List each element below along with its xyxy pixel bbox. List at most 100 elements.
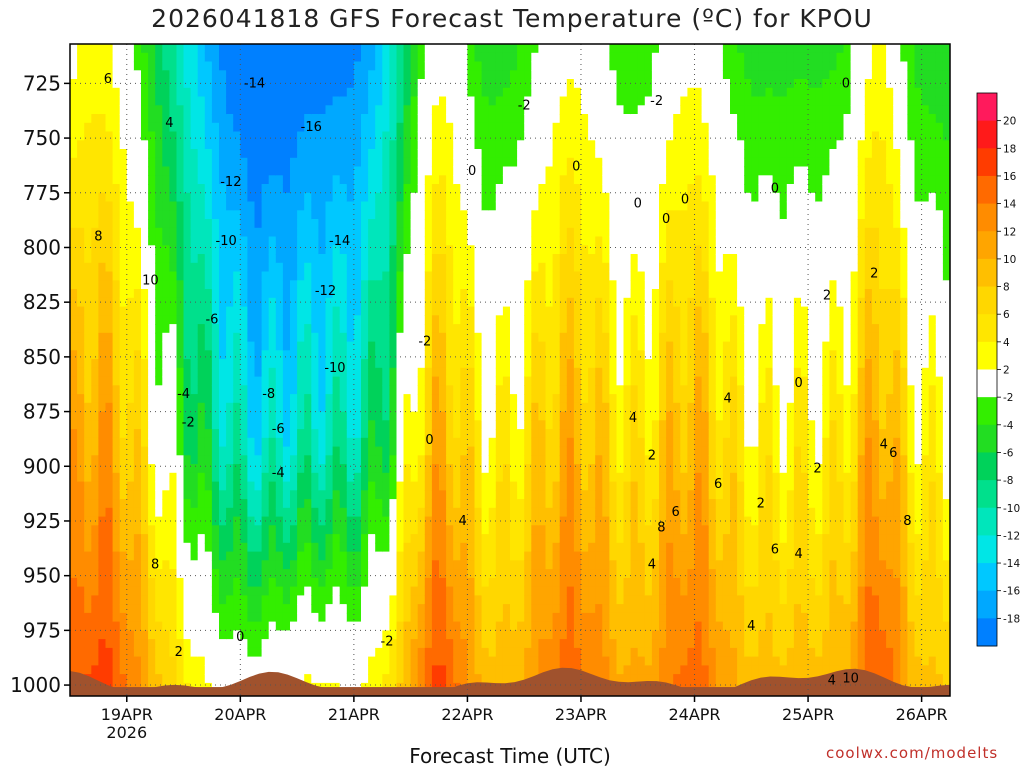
temperature-cell bbox=[361, 61, 369, 71]
temperature-cell bbox=[204, 280, 213, 290]
temperature-cell bbox=[339, 105, 348, 115]
temperature-cell bbox=[318, 166, 327, 176]
temperature-cell bbox=[332, 411, 341, 421]
temperature-cell bbox=[389, 604, 398, 614]
temperature-cell bbox=[247, 595, 256, 605]
temperature-cell bbox=[297, 157, 305, 168]
temperature-cell bbox=[495, 604, 504, 614]
temperature-cell bbox=[481, 105, 490, 115]
temperature-cell bbox=[453, 236, 461, 246]
temperature-cell bbox=[325, 219, 334, 229]
temperature-cell bbox=[410, 569, 419, 579]
temperature-cell bbox=[467, 534, 476, 544]
temperature-cell bbox=[119, 105, 128, 115]
temperature-cell bbox=[417, 105, 426, 115]
temperature-cell bbox=[240, 420, 248, 430]
temperature-cell bbox=[424, 534, 433, 544]
temperature-cell bbox=[77, 402, 85, 413]
temperature-cell bbox=[339, 254, 348, 264]
temperature-cell bbox=[318, 210, 327, 220]
temperature-cell bbox=[531, 464, 539, 474]
temperature-cell bbox=[204, 560, 213, 570]
temperature-cell bbox=[304, 149, 312, 159]
temperature-cell bbox=[112, 52, 121, 63]
temperature-cell bbox=[382, 534, 390, 544]
temperature-cell bbox=[453, 341, 461, 351]
temperature-cell bbox=[510, 175, 518, 185]
temperature-cell bbox=[346, 560, 355, 570]
temperature-cell bbox=[318, 647, 327, 658]
temperature-cell bbox=[268, 630, 277, 640]
temperature-cell bbox=[510, 516, 518, 526]
temperature-cell bbox=[538, 96, 547, 106]
temperature-cell bbox=[226, 560, 234, 570]
temperature-cell bbox=[460, 44, 468, 54]
temperature-cell bbox=[133, 560, 142, 570]
temperature-cell bbox=[389, 122, 398, 133]
temperature-cell bbox=[105, 639, 114, 649]
temperature-cell bbox=[361, 262, 369, 273]
temperature-cell bbox=[375, 44, 383, 54]
temperature-cell bbox=[389, 61, 398, 71]
temperature-cell bbox=[247, 420, 256, 430]
temperature-cell bbox=[77, 149, 85, 159]
temperature-cell bbox=[460, 472, 468, 483]
temperature-cell bbox=[424, 61, 433, 71]
temperature-cell bbox=[304, 507, 312, 518]
temperature-cell bbox=[417, 315, 426, 325]
temperature-cell bbox=[247, 306, 256, 316]
temperature-cell bbox=[474, 446, 483, 456]
temperature-cell bbox=[240, 271, 248, 281]
temperature-cell bbox=[240, 192, 248, 203]
temperature-cell bbox=[233, 621, 241, 631]
temperature-cell bbox=[531, 184, 539, 194]
temperature-cell bbox=[204, 551, 213, 561]
temperature-cell bbox=[325, 402, 334, 413]
temperature-cell bbox=[133, 297, 142, 308]
temperature-cell bbox=[417, 201, 426, 211]
temperature-cell bbox=[517, 359, 525, 369]
temperature-cell bbox=[261, 61, 270, 71]
temperature-cell bbox=[368, 534, 376, 544]
temperature-cell bbox=[254, 551, 263, 561]
temperature-cell bbox=[290, 577, 298, 588]
temperature-cell bbox=[197, 114, 206, 124]
temperature-cell bbox=[332, 560, 341, 570]
temperature-cell bbox=[495, 595, 504, 605]
temperature-cell bbox=[119, 621, 128, 631]
temperature-cell bbox=[77, 175, 85, 185]
temperature-cell bbox=[211, 332, 220, 343]
temperature-cell bbox=[91, 639, 99, 649]
temperature-cell bbox=[460, 429, 468, 439]
temperature-cell bbox=[126, 560, 135, 570]
temperature-cell bbox=[77, 219, 85, 229]
temperature-cell bbox=[169, 367, 178, 378]
temperature-cell bbox=[148, 114, 156, 124]
temperature-cell bbox=[502, 639, 511, 649]
temperature-cell bbox=[439, 402, 447, 413]
temperature-cell bbox=[531, 70, 539, 80]
temperature-cell bbox=[204, 490, 213, 500]
temperature-cell bbox=[481, 639, 490, 649]
temperature-cell bbox=[403, 166, 412, 176]
temperature-cell bbox=[396, 52, 405, 63]
temperature-cell bbox=[190, 455, 199, 465]
temperature-cell bbox=[361, 647, 369, 658]
temperature-cell bbox=[183, 437, 192, 448]
temperature-cell bbox=[531, 420, 539, 430]
temperature-cell bbox=[148, 184, 156, 194]
temperature-cell bbox=[517, 490, 525, 500]
temperature-cell bbox=[133, 446, 142, 456]
temperature-cell bbox=[382, 245, 390, 255]
temperature-cell bbox=[219, 385, 227, 395]
temperature-cell bbox=[531, 665, 539, 675]
temperature-cell bbox=[410, 105, 419, 115]
temperature-cell bbox=[112, 105, 121, 115]
temperature-cell bbox=[517, 394, 525, 404]
temperature-cell bbox=[126, 52, 135, 63]
temperature-cell bbox=[70, 359, 78, 369]
temperature-cell bbox=[119, 227, 128, 238]
temperature-cell bbox=[339, 665, 348, 675]
temperature-cell bbox=[332, 516, 341, 526]
temperature-cell bbox=[524, 131, 532, 141]
